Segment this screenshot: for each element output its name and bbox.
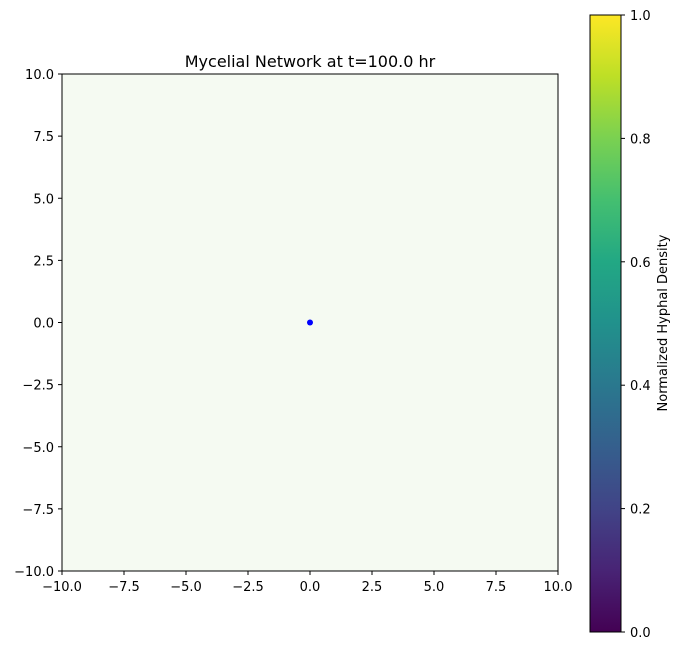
data-point [307, 319, 313, 326]
colorbar [589, 14, 622, 633]
y-tick-label: −2.5 [22, 379, 54, 394]
colorbar-ticks: 0.0 0.2 0.4 0.6 0.8 1.0 [621, 9, 651, 641]
scatter-points [307, 319, 313, 326]
colorbar-tick-label: 1.0 [630, 9, 651, 24]
x-tick-label: −10.0 [42, 580, 82, 595]
colorbar-tick-label: 0.6 [630, 256, 651, 271]
colorbar-label: Normalized Hyphal Density [656, 234, 671, 411]
colorbar-tick-label: 0.8 [630, 132, 651, 147]
x-tick-label: −2.5 [232, 580, 264, 595]
y-tick-label: 10.0 [25, 68, 54, 83]
y-tick-label: 5.0 [33, 192, 54, 207]
x-tick-label: 7.5 [486, 580, 507, 595]
x-tick-label: 5.0 [424, 580, 445, 595]
colorbar-tick-label: 0.4 [630, 379, 651, 394]
y-axis-ticks: −10.0 −7.5 −5.0 −2.5 0.0 2.5 5.0 7.5 10.0 [14, 68, 62, 580]
x-tick-label: −5.0 [170, 580, 202, 595]
x-axis-ticks: −10.0 −7.5 −5.0 −2.5 0.0 2.5 5.0 7.5 10.0 [42, 571, 572, 595]
x-tick-label: 2.5 [362, 580, 383, 595]
x-tick-label: 0.0 [300, 580, 321, 595]
y-tick-label: −5.0 [22, 441, 54, 456]
plot-frame [61, 73, 559, 572]
chart-title: Mycelial Network at t=100.0 hr [185, 52, 436, 71]
y-tick-label: 7.5 [33, 130, 54, 145]
y-tick-label: 0.0 [33, 317, 54, 332]
y-tick-label: −10.0 [14, 565, 54, 580]
colorbar-tick-label: 0.2 [630, 503, 651, 518]
y-tick-label: −7.5 [22, 503, 54, 518]
x-tick-label: 10.0 [544, 580, 573, 595]
y-tick-label: 2.5 [33, 254, 54, 269]
colorbar-tick-label: 0.0 [630, 626, 651, 641]
x-tick-label: −7.5 [108, 580, 140, 595]
